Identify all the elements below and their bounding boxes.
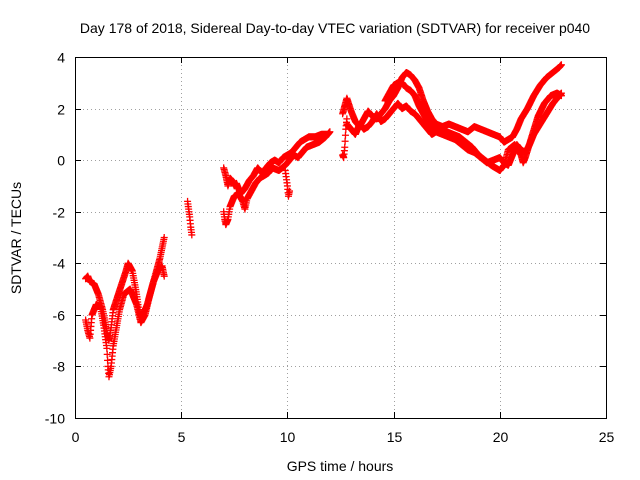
x-axis-title: GPS time / hours bbox=[287, 458, 394, 474]
data-point bbox=[557, 92, 565, 100]
data-point bbox=[160, 234, 168, 241]
plot-frame bbox=[75, 57, 607, 419]
y-tick-label: 4 bbox=[57, 50, 65, 66]
y-tick-label: -10 bbox=[45, 411, 65, 427]
data-point bbox=[326, 128, 334, 136]
x-tick-label: 20 bbox=[493, 429, 509, 445]
data-point bbox=[188, 231, 196, 239]
data-point bbox=[341, 137, 349, 145]
y-tick-label: -6 bbox=[53, 308, 66, 324]
data-point bbox=[286, 187, 294, 195]
data-point bbox=[341, 143, 349, 151]
y-axis-title: SDTVAR / TECUs bbox=[8, 182, 24, 294]
x-tick-label: 5 bbox=[178, 429, 186, 445]
data-point bbox=[160, 272, 168, 280]
y-tick-label: -4 bbox=[53, 256, 66, 272]
data-point bbox=[103, 350, 111, 358]
y-tick-label: 0 bbox=[57, 153, 65, 169]
grid-lines bbox=[75, 57, 606, 418]
data-points bbox=[82, 61, 565, 381]
data-point bbox=[341, 131, 349, 139]
chart-title: Day 178 of 2018, Sidereal Day-to-day VTE… bbox=[80, 20, 590, 36]
x-tick-label: 0 bbox=[72, 429, 80, 445]
x-tick-label: 10 bbox=[280, 429, 296, 445]
data-point bbox=[104, 356, 112, 364]
y-tick-label: -8 bbox=[53, 359, 66, 375]
y-tick-labels: -10 -8 -6 -4 -2 0 2 4 bbox=[45, 50, 65, 427]
x-tick-labels: 0 5 10 15 20 25 bbox=[72, 429, 615, 445]
x-tick-label: 25 bbox=[599, 429, 615, 445]
x-tick-label: 15 bbox=[387, 429, 403, 445]
data-point bbox=[557, 61, 565, 69]
data-point bbox=[103, 344, 111, 352]
y-tick-label: -2 bbox=[53, 205, 66, 221]
y-tick-label: 2 bbox=[57, 102, 65, 118]
